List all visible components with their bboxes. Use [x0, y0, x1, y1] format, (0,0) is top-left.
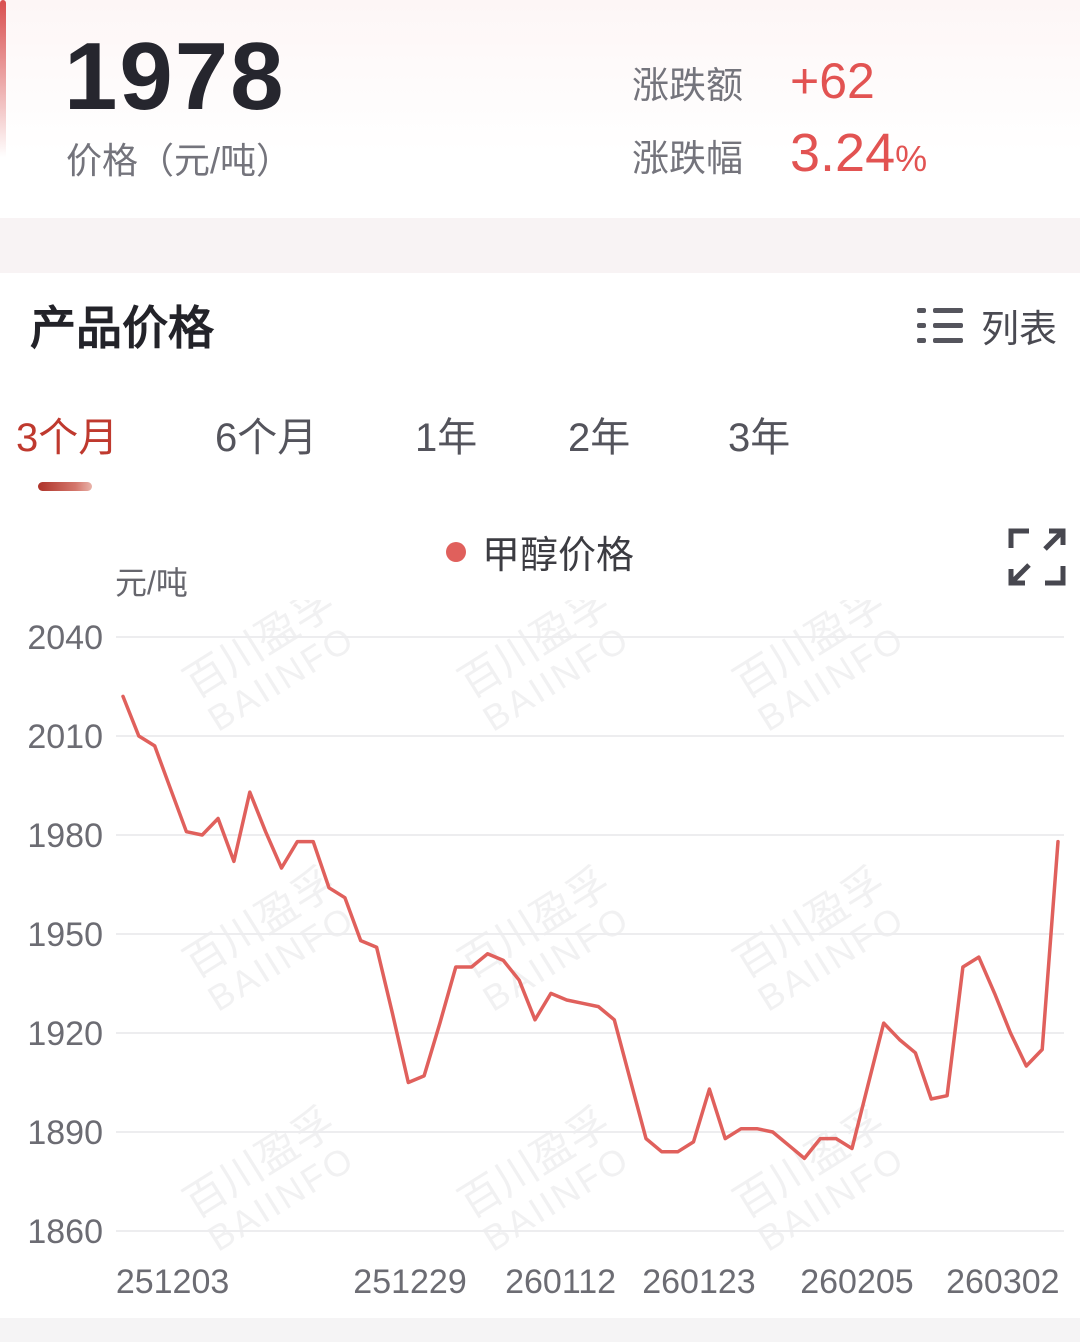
svg-text:251229: 251229 — [353, 1263, 466, 1301]
svg-text:260123: 260123 — [642, 1263, 755, 1301]
tab-2-years[interactable]: 2年 — [568, 405, 630, 463]
tab-1-year[interactable]: 1年 — [415, 405, 477, 463]
svg-text:260302: 260302 — [946, 1263, 1059, 1301]
price-unit-label: 价格（元/吨） — [66, 140, 293, 181]
list-view-label: 列表 — [981, 309, 1058, 351]
change-amount-label: 涨跌额 — [632, 65, 743, 106]
active-tab-indicator — [38, 482, 92, 491]
svg-text:260112: 260112 — [505, 1263, 616, 1301]
page-title: 产品价格 — [30, 302, 214, 354]
y-axis-unit-label: 元/吨 — [115, 565, 188, 601]
current-price: 1978 — [64, 23, 286, 130]
change-block: 涨跌额 +62 涨跌幅 3.24 % — [632, 52, 927, 184]
svg-text:260205: 260205 — [800, 1263, 913, 1301]
next-section-edge — [0, 1318, 1080, 1342]
change-pct-label: 涨跌幅 — [632, 138, 743, 179]
change-amount-row: 涨跌额 +62 — [632, 52, 927, 110]
svg-text:1860: 1860 — [27, 1213, 103, 1251]
change-pct-unit: % — [895, 138, 928, 179]
change-pct-row: 涨跌幅 3.24 % — [632, 122, 927, 184]
legend-dot-icon — [445, 541, 466, 562]
tab-3-years[interactable]: 3年 — [728, 405, 790, 463]
tab-3-months[interactable]: 3个月 — [16, 405, 118, 463]
change-amount-value: +62 — [790, 53, 875, 109]
svg-text:2010: 2010 — [27, 718, 103, 756]
svg-text:1950: 1950 — [27, 916, 103, 954]
chart-legend: 甲醇价格 — [0, 524, 1080, 579]
legend-series-label: 甲醇价格 — [481, 535, 634, 577]
svg-text:1980: 1980 — [27, 817, 103, 855]
svg-text:251203: 251203 — [116, 1263, 229, 1301]
change-pct-value: 3.24 — [790, 123, 896, 183]
price-summary-card: 1978 价格（元/吨） 涨跌额 +62 涨跌幅 3.24 % — [0, 0, 1080, 218]
svg-text:1920: 1920 — [27, 1015, 103, 1053]
list-icon — [917, 307, 963, 343]
svg-text:2040: 2040 — [27, 619, 103, 657]
list-view-toggle[interactable]: 列表 — [915, 298, 1057, 353]
section-divider — [0, 218, 1080, 273]
expand-icon — [1008, 528, 1066, 586]
left-accent-bar — [0, 0, 6, 175]
tab-6-months[interactable]: 6个月 — [215, 405, 317, 463]
svg-text:1890: 1890 — [27, 1114, 103, 1152]
fullscreen-button[interactable] — [1006, 524, 1068, 590]
